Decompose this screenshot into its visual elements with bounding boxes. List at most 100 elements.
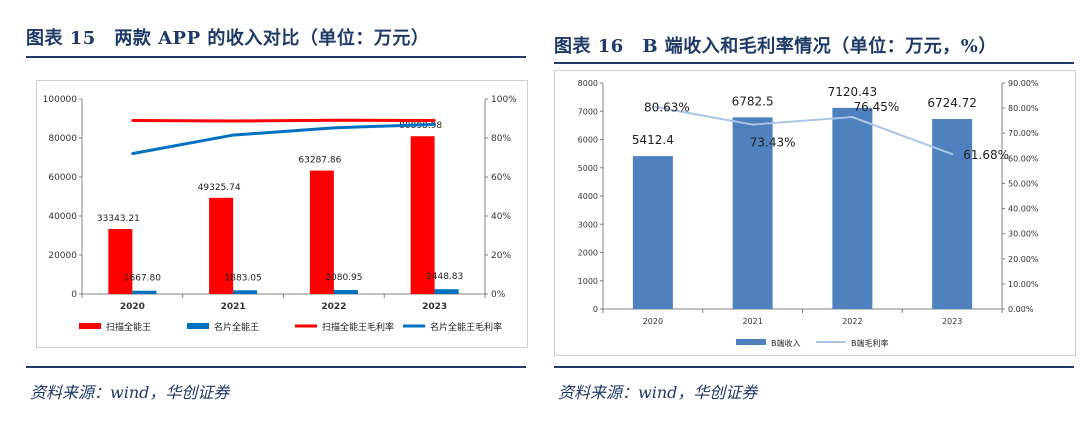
bar-data-label: 6782.5	[732, 94, 774, 108]
x-tick-label: 2020	[643, 317, 663, 326]
y-tick-label-left: 2000	[578, 249, 598, 258]
y-tick-label-right: 80.00%	[1008, 104, 1039, 113]
bar-data-label: 7120.43	[828, 85, 878, 99]
y-tick-label-right: 70.00%	[1008, 129, 1039, 138]
y-tick-label-right: 20.00%	[1008, 255, 1039, 264]
y-tick-label-left: 1000	[578, 277, 598, 286]
bar-data-label: 33343.21	[97, 214, 140, 224]
y-tick-label-left: 20000	[48, 251, 77, 261]
y-tick-label-right: 90.00%	[1008, 79, 1039, 88]
bar	[410, 136, 435, 294]
y-tick-label-left: 8000	[578, 79, 598, 88]
legend-label: 名片全能王毛利率	[430, 321, 502, 333]
y-tick-label-left: 3000	[578, 220, 598, 229]
line-point	[433, 119, 436, 122]
y-tick-label-right: 40.00%	[1008, 205, 1039, 214]
y-tick-label-left: 0	[593, 305, 598, 314]
figure-16-source-rule	[554, 366, 1074, 368]
x-tick-label: 2022	[842, 317, 862, 326]
figure-15-chart: 0 20000 40000 60000 80000 100000 0% 20% 40% 60% 80…	[43, 95, 518, 333]
y-tick-label-left: 6000	[578, 136, 598, 145]
bar-data-label: 6724.72	[927, 96, 977, 110]
legend-label: 扫描全能王毛利率	[322, 321, 394, 333]
y-tick-label-left: 7000	[578, 107, 598, 116]
x-tick-label: 2021	[742, 317, 762, 326]
bar-data-label: 2448.83	[426, 272, 463, 282]
figure-16-title: 图表 16 B 端收入和毛利率情况（单位：万元，%）	[554, 36, 997, 57]
bar	[434, 289, 459, 294]
figure-16-panel: 图表 16 B 端收入和毛利率情况（单位：万元，%） 0 1000 2000 3000…	[548, 0, 1080, 426]
y-tick-label-right: 0.00%	[1008, 305, 1034, 314]
bar	[333, 289, 358, 294]
line-data-label: 73.43%	[750, 136, 796, 150]
bar-data-label: 49325.74	[198, 183, 241, 193]
series-line	[652, 105, 953, 156]
bar	[233, 290, 258, 294]
line-point	[851, 115, 854, 119]
figure-16-chart: 0 1000 2000 3000 4000 5000 6000 7000 8000 0.00% 10…	[578, 79, 1039, 348]
legend-label: B端收入	[771, 338, 801, 348]
line-point	[332, 119, 336, 122]
line-point	[433, 123, 436, 126]
bar	[832, 107, 873, 309]
line-data-label: 76.45%	[853, 100, 899, 114]
bar	[108, 228, 133, 294]
bar	[132, 290, 157, 294]
figure-15-panel: 图表 15 两款 APP 的收入对比（单位：万元） 0 20000 40000 600…	[0, 0, 530, 426]
y-tick-label-left: 100000	[43, 95, 78, 105]
bar-data-label: 1883.05	[225, 273, 262, 283]
bar-data-label: 5412.4	[632, 133, 674, 147]
x-tick-label: 2023	[422, 302, 447, 312]
y-tick-label-right: 30.00%	[1008, 230, 1039, 239]
y-tick-label-right: 0%	[491, 290, 506, 300]
y-tick-label-right: 10.00%	[1008, 280, 1039, 289]
figure-15-title: 图表 15 两款 APP 的收入对比（单位：万元）	[26, 28, 430, 49]
line-point	[131, 119, 134, 122]
x-tick-label: 2020	[120, 302, 145, 312]
y-tick-label-right: 100%	[491, 95, 517, 105]
figure-15-chart-frame: 0 20000 40000 60000 80000 100000 0% 20% 40% 60% 80…	[36, 80, 528, 348]
figure-15-title-rule	[26, 56, 526, 58]
line-data-label: 61.68%	[963, 148, 1009, 162]
y-tick-label-right: 80%	[491, 134, 511, 144]
figure-15-source: 资料来源：wind，华创证券	[30, 383, 230, 402]
y-tick-label-right: 60.00%	[1008, 154, 1039, 163]
bar-data-label: 1667.80	[124, 274, 161, 284]
legend-swatch-bar	[736, 339, 766, 345]
line-point	[751, 123, 754, 126]
y-tick-label-right: 20%	[491, 251, 511, 261]
bar-data-label: 2080.95	[325, 273, 362, 283]
figure-16-title-rule	[554, 62, 1074, 64]
x-tick-label: 2023	[942, 317, 962, 326]
y-tick-label-left: 80000	[48, 134, 77, 144]
legend-label: 扫描全能王	[106, 321, 151, 333]
legend-label: B端毛利率	[851, 338, 889, 348]
y-tick-label-right: 50.00%	[1008, 179, 1039, 188]
series-line	[132, 122, 435, 156]
y-tick-label-right: 40%	[491, 212, 511, 222]
line-point	[231, 119, 235, 123]
x-tick-label: 2022	[321, 302, 346, 312]
bar-data-label: 63287.86	[298, 156, 341, 166]
bar	[309, 170, 334, 294]
y-tick-label-left: 0	[71, 290, 77, 300]
y-tick-label-left: 4000	[578, 192, 598, 201]
figure-16-chart-frame: 0 1000 2000 3000 4000 5000 6000 7000 8000 0.00% 10…	[554, 70, 1076, 356]
legend-swatch-bar	[187, 323, 209, 329]
bar	[732, 117, 773, 309]
y-tick-label-left: 60000	[48, 173, 77, 183]
y-tick-label-left: 40000	[48, 212, 77, 222]
x-tick-label: 2021	[221, 302, 246, 312]
line-point	[131, 152, 134, 155]
figure-16-source: 资料来源：wind，华创证券	[558, 383, 758, 402]
line-point	[332, 126, 336, 130]
y-tick-label-right: 60%	[491, 173, 511, 183]
bar	[932, 119, 973, 309]
legend-label: 名片全能王	[214, 321, 259, 333]
line-point	[950, 152, 954, 156]
legend-swatch-bar	[79, 323, 101, 329]
y-tick-label-left: 5000	[578, 164, 598, 173]
figure-15-source-rule	[26, 366, 526, 368]
series-line	[132, 118, 435, 123]
line-data-label: 80.63%	[644, 101, 690, 115]
